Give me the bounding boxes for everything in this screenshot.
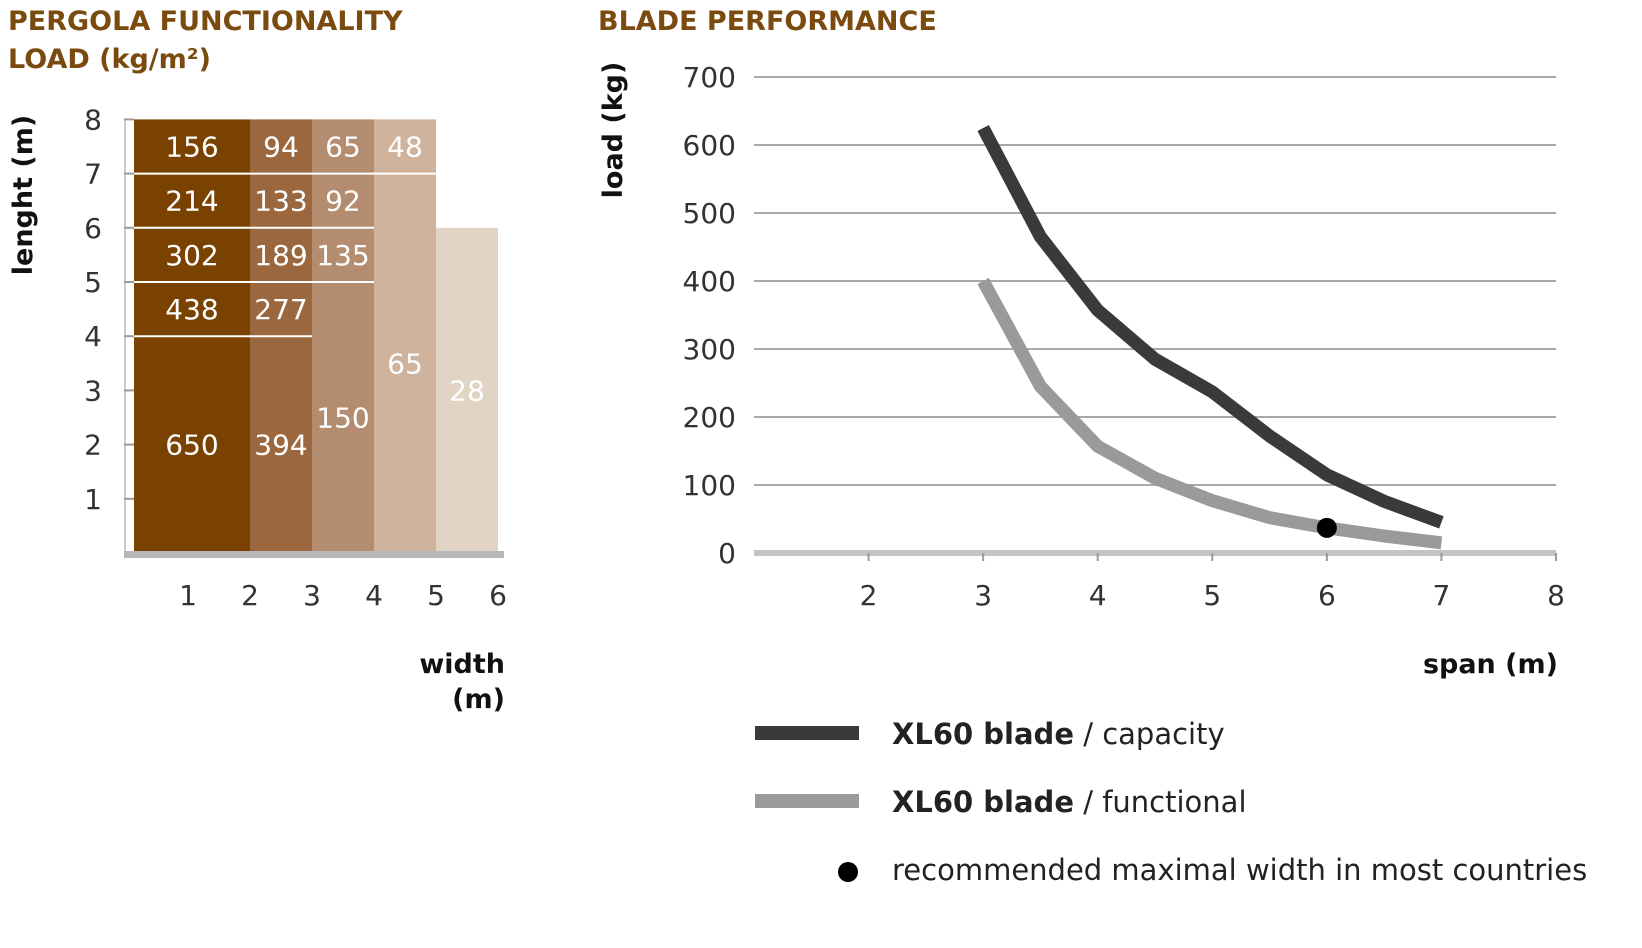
heatmap-cell-value: 156 xyxy=(165,131,218,164)
left-y-tick-label: 3 xyxy=(84,374,102,407)
left-chart-cell-values: 650 438 302 214 156 394 277 189 133 94 150 135 92 65 6… xyxy=(165,131,485,462)
legend-marker-dot xyxy=(838,862,858,882)
left-x-tick-label: 6 xyxy=(489,579,507,612)
left-x-axis-label-line2: (m) xyxy=(452,684,505,715)
legend-capacity-label: XL60 blade / capacity xyxy=(892,717,1225,751)
right-chart-title: BLADE PERFORMANCE xyxy=(598,6,937,37)
functional-series-line xyxy=(977,277,1443,550)
heatmap-cell-value: 92 xyxy=(325,185,361,218)
heatmap-cell-value: 135 xyxy=(316,239,369,272)
left-y-tick-label: 1 xyxy=(84,483,102,516)
heatmap-cell-value: 438 xyxy=(165,293,218,326)
heatmap-column-4 xyxy=(374,119,436,554)
right-y-axis-label: load (kg) xyxy=(598,62,629,199)
legend-capacity-rest: / capacity xyxy=(1074,717,1225,751)
heatmap-cell-value: 214 xyxy=(165,185,218,218)
legend-functional-swatch xyxy=(755,794,859,808)
left-x-tick-label: 1 xyxy=(179,579,197,612)
left-x-axis-label-line1: width xyxy=(419,649,505,680)
legend-capacity-swatch xyxy=(755,726,859,740)
right-x-tick-label: 5 xyxy=(1203,579,1221,612)
heatmap-cell-value: 189 xyxy=(254,239,307,272)
right-x-tick-label: 7 xyxy=(1433,579,1451,612)
heatmap-cell-value: 133 xyxy=(254,185,307,218)
capacity-series-line xyxy=(977,124,1444,529)
heatmap-column-3 xyxy=(312,119,374,554)
left-y-tick-label: 7 xyxy=(84,158,102,191)
heatmap-cell-value: 28 xyxy=(449,374,485,407)
heatmap-cell-value: 277 xyxy=(254,293,307,326)
legend-functional-rest: / functional xyxy=(1074,785,1247,819)
right-y-tick-label: 200 xyxy=(683,401,736,434)
recommended-width-marker xyxy=(1316,517,1337,538)
heatmap-cell-value: 150 xyxy=(316,402,369,435)
heatmap-column-5 xyxy=(436,227,498,554)
left-chart-axes: 1 2 3 4 5 6 7 8 1 2 3 4 5 6 xyxy=(84,103,507,612)
legend: XL60 blade / capacity XL60 blade / funct… xyxy=(755,717,1587,887)
left-y-axis-label: lenght (m) xyxy=(8,115,39,275)
heatmap-cell-value: 394 xyxy=(254,429,307,462)
right-y-tick-label: 500 xyxy=(683,197,736,230)
left-y-tick-label: 8 xyxy=(84,103,102,136)
heatmap-cell-value: 65 xyxy=(325,131,361,164)
right-x-tick-label: 3 xyxy=(974,579,992,612)
left-x-axis-line xyxy=(124,551,504,558)
legend-capacity-bold: XL60 blade xyxy=(892,717,1074,751)
left-x-tick-label: 3 xyxy=(303,579,321,612)
left-y-tick-label: 2 xyxy=(84,429,102,462)
legend-functional-label: XL60 blade / functional xyxy=(892,785,1247,819)
left-chart-title-line2: LOAD (kg/m²) xyxy=(8,44,211,75)
right-x-tick-label: 4 xyxy=(1089,579,1107,612)
right-chart-gridlines xyxy=(754,76,1556,486)
heatmap-cell-value: 48 xyxy=(387,131,423,164)
left-chart-title-line1: PERGOLA FUNCTIONALITY xyxy=(8,6,403,37)
heatmap-cell-value: 650 xyxy=(165,429,218,462)
legend-marker-label: recommended maximal width in most countr… xyxy=(892,853,1587,887)
right-x-axis-label: span (m) xyxy=(1423,649,1558,680)
left-x-tick-label: 2 xyxy=(241,579,259,612)
right-x-tick-label: 8 xyxy=(1547,579,1565,612)
right-y-tick-label: 600 xyxy=(683,129,736,162)
heatmap-cell-value: 94 xyxy=(263,131,299,164)
left-chart-row-dividers xyxy=(126,172,436,338)
right-y-tick-label: 300 xyxy=(683,333,736,366)
right-y-tick-label: 0 xyxy=(718,537,736,570)
left-y-tick-label: 4 xyxy=(84,320,102,353)
right-x-tick-label: 2 xyxy=(860,579,878,612)
heatmap-cell-value: 302 xyxy=(165,239,218,272)
legend-functional-bold: XL60 blade xyxy=(892,785,1074,819)
right-chart-series xyxy=(977,124,1444,550)
right-x-axis-line xyxy=(754,550,1556,556)
heatmap-cell-value: 65 xyxy=(387,347,423,380)
right-x-tick-label: 6 xyxy=(1318,579,1336,612)
right-y-tick-label: 100 xyxy=(683,469,736,502)
left-y-tick-label: 6 xyxy=(84,212,102,245)
left-x-tick-label: 4 xyxy=(365,579,383,612)
right-y-tick-label: 700 xyxy=(683,61,736,94)
left-y-tick-label: 5 xyxy=(84,266,102,299)
right-chart-axes: 0 100 200 300 400 500 600 700 2 3 4 5 6 7 8 xyxy=(683,61,1565,612)
right-y-tick-label: 400 xyxy=(683,265,736,298)
left-x-tick-label: 5 xyxy=(427,579,445,612)
